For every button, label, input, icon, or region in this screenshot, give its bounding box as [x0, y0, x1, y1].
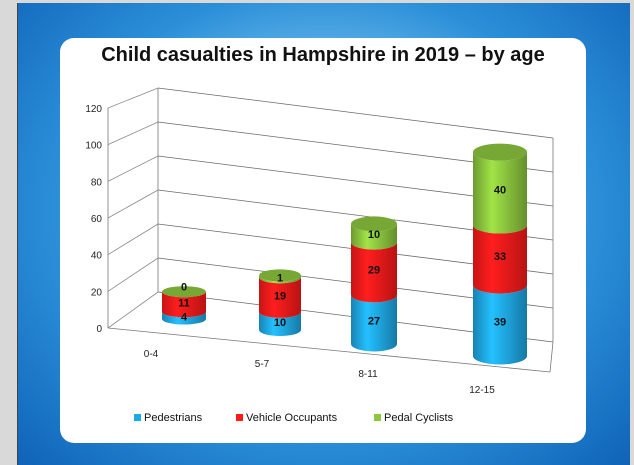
floor-front-edge: [107, 327, 551, 373]
y-tick-label: 0: [96, 324, 102, 335]
bar: [259, 311, 301, 336]
gridline-side: [107, 189, 159, 219]
data-label: 33: [494, 251, 506, 263]
data-label: 4: [181, 311, 188, 323]
data-label: 1: [277, 272, 283, 284]
gridline-side: [107, 87, 159, 109]
x-tick-label: 0-4: [144, 349, 159, 360]
legend-label: Pedestrians: [144, 412, 203, 424]
bar: [351, 242, 397, 303]
bar: [473, 152, 527, 234]
gridline-side: [107, 155, 159, 182]
bar-top-cap: [259, 269, 301, 282]
x-tick-label: 5-7: [255, 359, 270, 370]
x-tick-label: 12-15: [469, 385, 495, 396]
gridline-side: [107, 257, 159, 292]
chart-title: Child casualties in Hampshire in 2019 – …: [101, 44, 545, 66]
gridline-side: [107, 223, 159, 256]
data-label: 40: [494, 185, 506, 197]
data-label: 27: [368, 315, 380, 327]
y-tick-label: 60: [91, 214, 103, 225]
floor-right-edge: [549, 341, 554, 373]
bar: [162, 311, 206, 325]
y-tick-label: 100: [85, 141, 102, 152]
x-tick-label: 8-11: [358, 369, 378, 380]
legend-label: Vehicle Occupants: [246, 412, 338, 424]
bar: [473, 285, 527, 365]
bar: [259, 277, 301, 318]
data-label: 0: [181, 282, 187, 294]
legend-swatch: [236, 414, 243, 421]
y-tick-label: 40: [91, 251, 103, 262]
legend-swatch: [374, 414, 381, 421]
gridline: [157, 87, 554, 139]
bar: [473, 224, 527, 294]
data-label: 11: [178, 298, 190, 310]
bar: [351, 294, 397, 352]
bar-top-cap: [473, 143, 527, 161]
gridline-side: [107, 121, 159, 146]
bar-top-cap: [162, 286, 206, 298]
legend-label: Pedal Cyclists: [384, 412, 454, 424]
y-tick-label: 120: [85, 104, 102, 115]
bar: [162, 291, 206, 318]
bar: [259, 275, 301, 284]
data-label: 19: [274, 291, 286, 303]
legend-swatch: [134, 414, 141, 421]
data-label: 10: [368, 229, 380, 241]
data-label: 10: [274, 317, 286, 329]
y-tick-label: 80: [91, 177, 103, 188]
gridline-side: [107, 291, 159, 329]
y-tick-label: 20: [91, 287, 103, 298]
bar: [351, 223, 397, 250]
bar-top-cap: [351, 216, 397, 232]
data-label: 29: [368, 264, 380, 276]
data-label: 39: [494, 317, 506, 329]
